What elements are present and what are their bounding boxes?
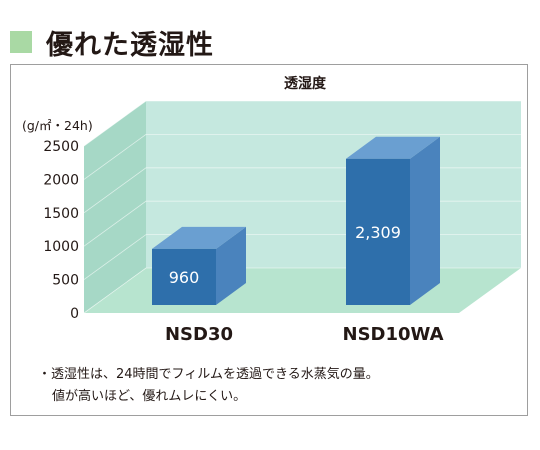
gridline <box>83 100 521 147</box>
bar-side <box>410 136 440 305</box>
y-tick-label: 1500 <box>43 206 79 222</box>
heading-title: 優れた透湿性 <box>46 29 214 61</box>
y-tick-label: 2500 <box>43 139 79 155</box>
y-tick-label: 2000 <box>43 172 79 188</box>
gridline <box>83 133 521 180</box>
bars: 960 2,309 <box>152 136 440 305</box>
y-axis-ticks: 0 500 1000 1500 2000 2500 <box>43 139 79 322</box>
footnote-line-1: ・透湿性は、24時間でフィルムを透過できる水蒸気の量。 <box>38 366 379 382</box>
bar-value-label: 960 <box>169 268 200 287</box>
bar-top <box>346 136 440 159</box>
section-heading: 優れた透湿性 <box>10 22 214 62</box>
bar-side <box>216 226 246 305</box>
bar-front <box>346 158 410 305</box>
x-axis-labels: NSD30 NSD10WA <box>165 324 444 345</box>
bar-value-label: 2,309 <box>355 223 401 242</box>
y-axis-unit: (g/㎡・24h) <box>22 118 93 133</box>
y-tick-label: 500 <box>52 273 79 289</box>
bar: 960 <box>152 226 246 305</box>
bar-top <box>152 226 246 249</box>
footnote-line-2: 値が高いほど、優れムレにくい。 <box>52 388 246 404</box>
y-tick-label: 0 <box>70 306 79 322</box>
x-category-label: NSD30 <box>165 324 233 345</box>
chart-floor <box>84 268 521 313</box>
chart-title: 透湿度 <box>284 75 327 92</box>
y-tick-label: 1000 <box>43 239 79 255</box>
bar-front <box>152 248 216 305</box>
chart-left-wall <box>84 101 146 313</box>
bar: 2,309 <box>346 136 440 305</box>
heading-marker <box>10 31 32 53</box>
x-category-label: NSD10WA <box>343 324 444 345</box>
